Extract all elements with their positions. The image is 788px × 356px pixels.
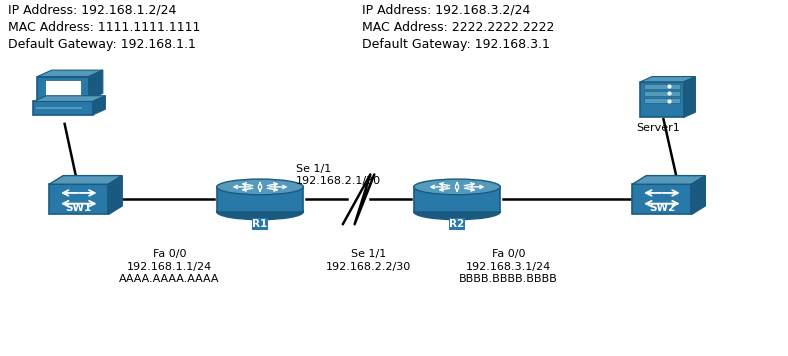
Polygon shape (88, 70, 102, 100)
Text: Fa 0/0
192.168.3.1/24
BBBB.BBBB.BBBB: Fa 0/0 192.168.3.1/24 BBBB.BBBB.BBBB (459, 249, 558, 284)
Text: SW2: SW2 (649, 203, 675, 213)
Polygon shape (109, 176, 122, 214)
Polygon shape (645, 91, 679, 96)
Text: Fa 0/0
192.168.1.1/24
AAAA.AAAA.AAAA: Fa 0/0 192.168.1.1/24 AAAA.AAAA.AAAA (119, 249, 220, 284)
Polygon shape (37, 70, 102, 77)
Polygon shape (632, 184, 691, 214)
Polygon shape (33, 96, 106, 101)
Ellipse shape (414, 204, 500, 220)
Text: Se 1/1
192.168.2.1/30: Se 1/1 192.168.2.1/30 (296, 164, 381, 186)
Text: R2: R2 (449, 219, 465, 229)
Polygon shape (92, 96, 106, 115)
Polygon shape (691, 176, 705, 214)
Polygon shape (640, 77, 695, 82)
Ellipse shape (414, 179, 500, 195)
Ellipse shape (217, 204, 303, 220)
Polygon shape (37, 77, 88, 100)
Text: Server1: Server1 (636, 123, 680, 133)
Polygon shape (49, 176, 122, 184)
Polygon shape (49, 184, 109, 214)
Polygon shape (414, 187, 500, 212)
Polygon shape (645, 98, 679, 103)
Polygon shape (645, 84, 679, 89)
Polygon shape (683, 77, 695, 117)
Ellipse shape (217, 179, 303, 195)
Polygon shape (33, 101, 92, 115)
Polygon shape (45, 80, 81, 95)
Polygon shape (640, 82, 683, 117)
Text: IP Address: 192.168.3.2/24
MAC Address: 2222.2222.2222
Default Gateway: 192.168.: IP Address: 192.168.3.2/24 MAC Address: … (362, 4, 555, 51)
Text: IP Address: 192.168.1.2/24
MAC Address: 1111.1111.1111
Default Gateway: 192.168.: IP Address: 192.168.1.2/24 MAC Address: … (8, 4, 200, 51)
Polygon shape (632, 176, 705, 184)
Text: SW1: SW1 (65, 203, 92, 213)
Text: Se 1/1
192.168.2.2/30: Se 1/1 192.168.2.2/30 (326, 249, 411, 272)
Polygon shape (217, 187, 303, 212)
Text: R1: R1 (252, 219, 268, 229)
